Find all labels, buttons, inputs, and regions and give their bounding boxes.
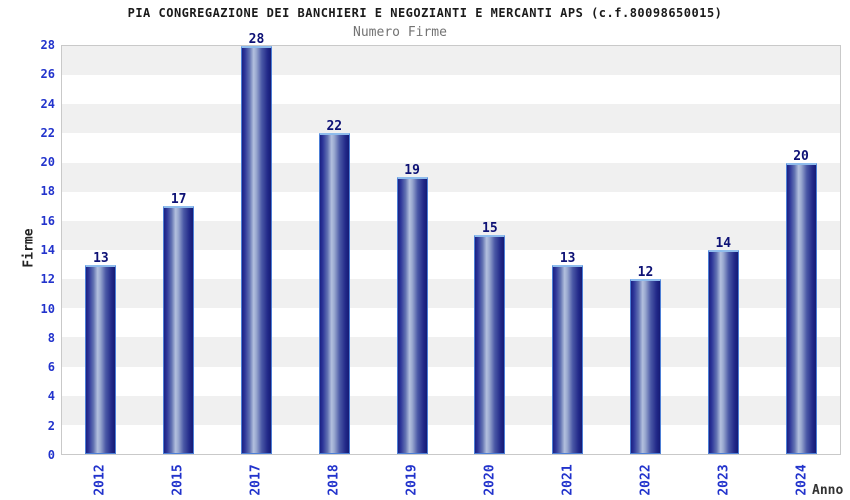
x-tick-label: 2017 bbox=[248, 464, 264, 496]
chart-subtitle: Numero Firme bbox=[353, 25, 447, 40]
bar-2017: 28 bbox=[240, 33, 272, 454]
grid-band bbox=[62, 75, 840, 105]
bar-value-label: 14 bbox=[715, 236, 732, 251]
y-tick-label: 6 bbox=[47, 360, 55, 375]
bar-value-label: 20 bbox=[793, 148, 809, 164]
y-tick-label: 14 bbox=[40, 243, 55, 257]
x-tick-label: 2012 bbox=[92, 464, 108, 496]
bar-value-label: 15 bbox=[482, 221, 498, 237]
bar-slot: 28 bbox=[218, 33, 296, 454]
y-tick-label: 2 bbox=[47, 418, 55, 433]
x-tick-label: 2018 bbox=[326, 464, 342, 496]
x-tick-label: 2020 bbox=[482, 464, 498, 496]
y-tick-label: 12 bbox=[40, 272, 55, 287]
x-tick-label: 2022 bbox=[638, 464, 654, 496]
grid-band bbox=[62, 104, 840, 134]
bar-2022: 12 bbox=[629, 266, 661, 454]
y-tick-label: 16 bbox=[40, 213, 55, 228]
bar-value-label: 17 bbox=[170, 192, 187, 208]
bar-2021: 13 bbox=[552, 252, 584, 454]
bar-2019: 19 bbox=[396, 164, 428, 454]
plot-area: 13 17 28 22 19 15 13 12 14 20 bbox=[61, 33, 841, 455]
y-tick-label: 18 bbox=[40, 184, 55, 199]
bar-slot: 13 bbox=[529, 46, 607, 454]
y-tick-label: 28 bbox=[40, 38, 55, 52]
bar-value-label: 22 bbox=[326, 119, 343, 135]
bar-slot: 17 bbox=[140, 46, 218, 454]
y-tick-label: 22 bbox=[40, 125, 55, 140]
bar-slot: 15 bbox=[451, 46, 529, 454]
y-tick-label: 24 bbox=[40, 96, 55, 111]
bar-value-label: 13 bbox=[559, 250, 576, 266]
bar-slot: 22 bbox=[295, 46, 373, 454]
bar-2024: 20 bbox=[785, 150, 817, 454]
x-tick-label: 2015 bbox=[170, 464, 186, 496]
bar-2015: 17 bbox=[163, 193, 195, 454]
y-tick-label: 10 bbox=[40, 301, 55, 316]
x-tick-label: 2024 bbox=[794, 464, 810, 496]
bar-value-label: 12 bbox=[637, 265, 654, 281]
bar-slot: 13 bbox=[62, 46, 140, 454]
grid-band bbox=[62, 133, 840, 163]
bar-value-label: 13 bbox=[93, 250, 109, 266]
bar-2018: 22 bbox=[318, 120, 350, 454]
chart-title: PIA CONGREGAZIONE DEI BANCHIERI E NEGOZI… bbox=[127, 6, 723, 20]
bar-slot: 14 bbox=[684, 46, 762, 454]
y-tick-label: 0 bbox=[47, 448, 55, 462]
y-axis-ticks: 0 2 4 6 8 10 12 14 16 18 20 22 24 26 28 bbox=[0, 39, 55, 461]
x-axis-ticks: 2012 2015 2017 2018 2019 2020 2021 2022 2023 2024 bbox=[61, 456, 841, 500]
x-tick-label: 2021 bbox=[560, 464, 576, 496]
bar-slot: 12 bbox=[607, 46, 685, 454]
bar-slot: 20 bbox=[762, 46, 840, 454]
bar-slot: 19 bbox=[373, 46, 451, 454]
bars: 13 17 28 22 19 15 13 12 14 20 bbox=[62, 33, 840, 454]
x-axis-title: Anno bbox=[812, 483, 844, 498]
grid-band bbox=[62, 162, 840, 192]
y-tick-label: 26 bbox=[40, 67, 55, 82]
bar-value-label: 19 bbox=[404, 163, 420, 179]
bar-2020: 15 bbox=[474, 222, 506, 454]
bar-value-label: 28 bbox=[248, 32, 265, 47]
bar-2023: 14 bbox=[707, 237, 739, 454]
y-tick-label: 8 bbox=[47, 330, 55, 345]
x-tick-label: 2019 bbox=[404, 464, 420, 496]
grid-band bbox=[62, 46, 840, 76]
y-tick-label: 20 bbox=[40, 155, 55, 170]
bar-2012: 13 bbox=[85, 252, 117, 454]
y-tick-label: 4 bbox=[47, 389, 55, 404]
x-tick-label: 2023 bbox=[716, 464, 732, 496]
